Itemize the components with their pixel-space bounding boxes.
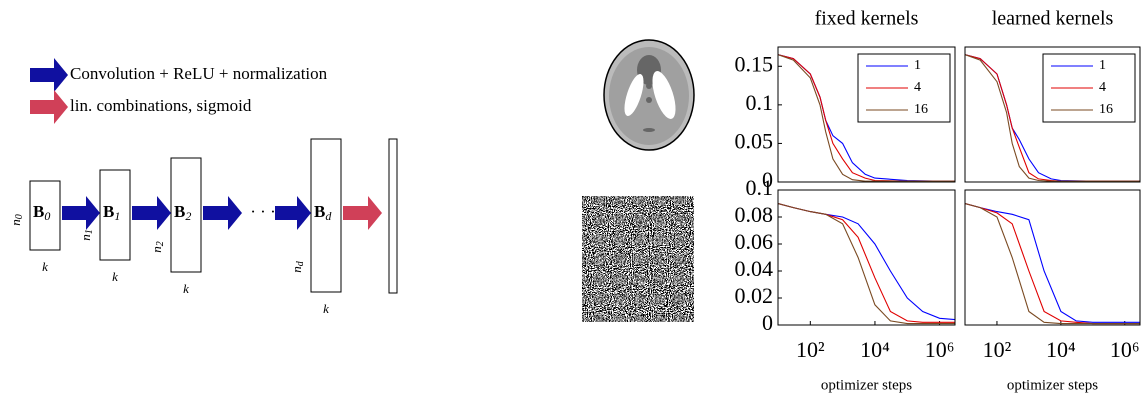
arrow [132,196,171,230]
block [99,169,131,261]
arrow [275,196,311,230]
y-tick-label: 0.1 [746,175,774,200]
series-line [778,202,955,323]
block [310,138,342,293]
y-tick-label: 0.06 [735,229,774,254]
output-block [388,138,398,294]
x-tick-label: 10⁴ [860,337,890,362]
n-label: nd [289,260,306,273]
k-label: k [323,301,329,316]
phantom-image [603,39,695,151]
block-name: B [174,202,185,221]
plot-frame [777,46,956,183]
legend-label: 16 [914,102,928,117]
block-label: B2 [174,202,191,223]
y-tick-label: 0.08 [735,202,774,227]
k-label: k [183,281,189,296]
ellipsis: · · · [250,202,275,221]
arrow [343,196,382,230]
k-label: k [42,259,48,274]
series-line [778,202,955,321]
plot-frame [964,46,1141,183]
n-subscript: 2 [155,241,166,246]
arrow [30,90,68,124]
legend-label: 16 [1099,102,1113,117]
block-subscript: 2 [185,209,191,223]
x-tick-label: 10² [796,337,825,362]
y-tick-label: 0.05 [735,128,774,153]
n-subscript: 1 [84,229,95,234]
arrow [30,58,68,92]
n-label: n2 [149,241,166,253]
block [170,157,202,273]
series-line [778,202,955,325]
n-name: n [149,246,164,253]
chart-title: fixed kernels [815,8,919,30]
arrow [62,196,100,230]
block-subscript: 1 [114,209,120,223]
n-label: n1 [78,229,95,241]
block-label: Bd [314,202,332,223]
x-axis-label: optimizer steps [821,377,912,393]
x-tick-label: 10² [983,337,1012,362]
y-tick-label: 0 [762,167,773,192]
y-tick-label: 0 [762,310,773,335]
x-tick-label: 10⁴ [1046,337,1076,362]
noise-image [582,196,694,322]
arrow [203,196,242,230]
x-tick-label: 10⁶ [925,337,955,362]
series-line [965,202,1140,323]
legend-label: 1 [914,58,921,73]
series-line [965,54,1140,182]
legend-label: 1 [1099,58,1106,73]
series-line [965,202,1140,325]
block-name: B [314,202,325,221]
block-label: B1 [103,202,120,223]
legend-label: 4 [1099,80,1106,95]
n-label: n0 [8,214,25,226]
block-subscript: 0 [44,209,50,223]
n-name: n [289,266,304,273]
y-tick-label: 0.04 [735,256,774,281]
series-line [965,202,1140,325]
y-tick-label: 0.15 [735,51,774,76]
n-subscript: 0 [14,214,25,219]
block-subscript: d [325,209,332,223]
block [29,180,61,251]
x-axis-label: optimizer steps [1007,377,1098,393]
n-name: n [8,219,23,226]
y-tick-label: 0.02 [735,283,774,308]
block-label: B0 [33,202,50,223]
blocks [29,138,398,294]
n-subscript: d [295,260,306,266]
n-name: n [78,234,93,241]
plot-frame [964,189,1141,326]
legend-text: lin. combinations, sigmoid [70,96,252,115]
legend-text: Convolution + ReLU + normalization [70,64,328,83]
k-label: k [112,269,118,284]
chart-title: learned kernels [992,8,1114,30]
series-line [778,54,955,182]
block-name: B [33,202,44,221]
block-name: B [103,202,114,221]
x-tick-label: 10⁶ [1110,337,1140,362]
y-tick-label: 0.1 [746,90,774,115]
plot-frame [777,189,956,326]
legend-label: 4 [914,80,921,95]
